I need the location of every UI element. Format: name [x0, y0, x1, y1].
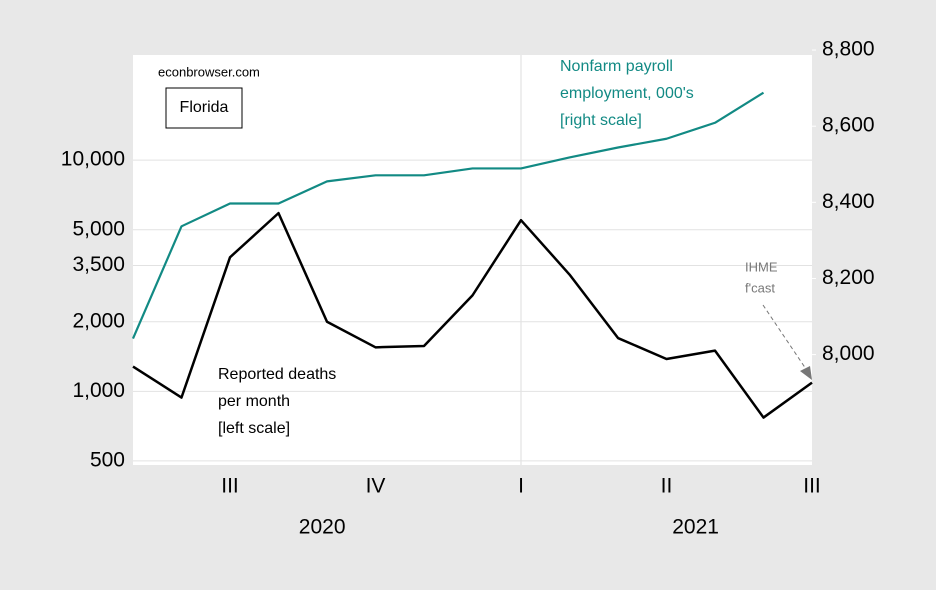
series-label: employment, 000's: [560, 85, 694, 102]
x-tick-label: III: [221, 475, 239, 498]
y-tick-label: 3,500: [72, 253, 125, 276]
series-line: [132, 211, 813, 419]
y2-tick-label: 8,400: [822, 190, 875, 213]
x-tick-label: III: [803, 475, 821, 498]
annotation-arrowhead: [800, 366, 812, 380]
y-tick-label: 500: [90, 448, 125, 471]
region-label: Florida: [180, 99, 229, 116]
plot-area: [133, 55, 812, 465]
x-tick-label: II: [661, 475, 673, 498]
y-tick-label: 10,000: [61, 148, 125, 171]
annotation: IHME: [745, 259, 778, 274]
y2-tick-label: 8,000: [822, 342, 875, 365]
y-tick-label: 5,000: [72, 217, 125, 240]
x-tick-label: I: [518, 475, 524, 498]
series-label: [right scale]: [560, 112, 642, 129]
region-box: [165, 87, 243, 129]
series-label: per month: [218, 393, 290, 410]
year-label: 2020: [299, 516, 346, 539]
series-label: [left scale]: [218, 420, 290, 437]
annotation: f'cast: [745, 280, 775, 295]
y-tick-label: 2,000: [72, 309, 125, 332]
y2-tick-label: 8,200: [822, 266, 875, 289]
y2-tick-label: 8,600: [822, 114, 875, 137]
y-tick-label: 1,000: [72, 379, 125, 402]
year-label: 2021: [672, 516, 719, 539]
source-note: econbrowser.com: [158, 64, 260, 79]
series-label: Reported deaths: [218, 366, 336, 383]
series-line: [131, 91, 765, 340]
y2-tick-label: 8,800: [822, 38, 875, 61]
x-tick-label: IV: [366, 475, 386, 498]
series-label: Nonfarm payroll: [560, 58, 673, 75]
